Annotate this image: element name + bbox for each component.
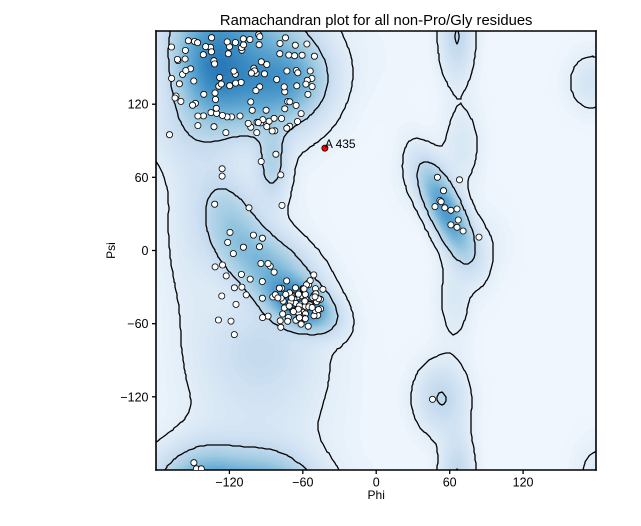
svg-text:−120: −120 bbox=[215, 476, 243, 490]
svg-text:A 435: A 435 bbox=[325, 137, 356, 151]
svg-text:−60: −60 bbox=[127, 317, 148, 331]
svg-text:60: 60 bbox=[135, 171, 149, 185]
svg-text:Ramachandran plot for all non-: Ramachandran plot for all non-Pro/Gly re… bbox=[220, 13, 533, 29]
svg-text:Phi: Phi bbox=[368, 488, 385, 502]
svg-text:0: 0 bbox=[373, 476, 380, 490]
svg-text:120: 120 bbox=[128, 98, 149, 112]
svg-text:0: 0 bbox=[142, 244, 149, 258]
svg-text:60: 60 bbox=[443, 476, 457, 490]
svg-text:−120: −120 bbox=[120, 390, 148, 404]
svg-text:Psi: Psi bbox=[104, 242, 118, 259]
svg-text:120: 120 bbox=[513, 476, 534, 490]
svg-text:−60: −60 bbox=[292, 476, 313, 490]
